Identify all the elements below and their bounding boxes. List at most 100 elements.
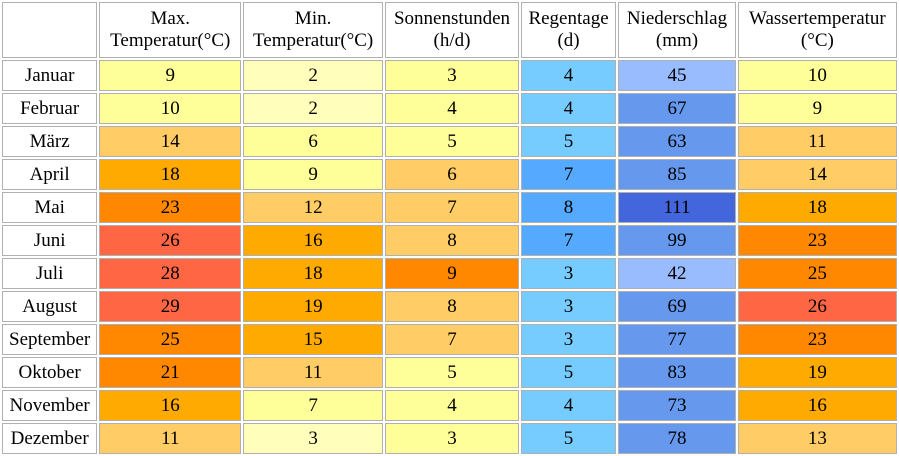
header-line1: Sonnenstunden [393,8,511,30]
max-temp-cell: 25 [99,324,242,355]
rain-days-cell: 8 [520,192,617,223]
rain-days-cell: 3 [520,258,617,289]
month-label: Januar [2,60,98,91]
water-temp-cell: 23 [737,225,897,256]
min-temp-cell: 11 [243,357,384,388]
rain-days-cell: 5 [520,423,617,454]
month-label: September [2,324,98,355]
header-sunshine: Sonnenstunden (h/d) [385,2,519,58]
table-row: Juni 26 16 8 7 99 23 [2,225,897,256]
max-temp-cell: 23 [99,192,242,223]
water-temp-cell: 26 [737,291,897,322]
sunshine-cell: 4 [385,93,519,124]
table-row: Februar 10 2 4 4 67 9 [2,93,897,124]
max-temp-cell: 26 [99,225,242,256]
sunshine-cell: 7 [385,192,519,223]
water-temp-cell: 25 [737,258,897,289]
min-temp-cell: 7 [243,390,384,421]
month-label: Februar [2,93,98,124]
water-temp-cell: 23 [737,324,897,355]
month-label: Juni [2,225,98,256]
header-rain-days: Regentage (d) [520,2,617,58]
header-line1: Niederschlag [626,8,728,30]
month-label: Mai [2,192,98,223]
min-temp-cell: 16 [243,225,384,256]
header-line2: Temperatur(°C) [253,30,374,51]
table-body: Januar 9 2 3 4 45 10 Februar 10 2 4 4 67 9 März 14 6 5 5 63… [2,60,897,454]
rain-days-cell: 7 [520,159,617,190]
month-label: August [2,291,98,322]
precipitation-cell: 77 [618,324,736,355]
header-line2: (d) [557,30,580,51]
rain-days-cell: 7 [520,225,617,256]
table-row: März 14 6 5 5 63 11 [2,126,897,157]
month-label: November [2,390,98,421]
precipitation-cell: 69 [618,291,736,322]
precipitation-cell: 73 [618,390,736,421]
water-temp-cell: 19 [737,357,897,388]
sunshine-cell: 3 [385,60,519,91]
table-row: Dezember 11 3 3 5 78 13 [2,423,897,454]
min-temp-cell: 2 [243,93,384,124]
water-temp-cell: 16 [737,390,897,421]
max-temp-cell: 28 [99,258,242,289]
water-temp-cell: 9 [737,93,897,124]
header-line1: Regentage [528,8,609,30]
max-temp-cell: 16 [99,390,242,421]
rain-days-cell: 3 [520,324,617,355]
water-temp-cell: 18 [737,192,897,223]
max-temp-cell: 21 [99,357,242,388]
min-temp-cell: 6 [243,126,384,157]
sunshine-cell: 8 [385,291,519,322]
month-label: April [2,159,98,190]
rain-days-cell: 5 [520,357,617,388]
min-temp-cell: 9 [243,159,384,190]
table-row: August 29 19 8 3 69 26 [2,291,897,322]
header-line2: (mm) [655,30,699,51]
rain-days-cell: 3 [520,291,617,322]
header-line2: (°C) [800,30,834,51]
month-label: Juli [2,258,98,289]
table-row: Mai 23 12 7 8 111 18 [2,192,897,223]
header-row: Max. Temperatur(°C) Min. Temperatur(°C) So… [2,2,897,58]
table-row: September 25 15 7 3 77 23 [2,324,897,355]
sunshine-cell: 5 [385,126,519,157]
precipitation-cell: 99 [618,225,736,256]
precipitation-cell: 85 [618,159,736,190]
min-temp-cell: 3 [243,423,384,454]
header-precipitation: Niederschlag (mm) [618,2,736,58]
corner-cell [2,2,98,58]
min-temp-cell: 18 [243,258,384,289]
water-temp-cell: 10 [737,60,897,91]
table-row: April 18 9 6 7 85 14 [2,159,897,190]
sunshine-cell: 7 [385,324,519,355]
rain-days-cell: 4 [520,93,617,124]
water-temp-cell: 13 [737,423,897,454]
max-temp-cell: 9 [99,60,242,91]
precipitation-cell: 42 [618,258,736,289]
max-temp-cell: 29 [99,291,242,322]
min-temp-cell: 12 [243,192,384,223]
sunshine-cell: 5 [385,357,519,388]
header-max-temp: Max. Temperatur(°C) [99,2,242,58]
min-temp-cell: 19 [243,291,384,322]
water-temp-cell: 14 [737,159,897,190]
precipitation-cell: 111 [618,192,736,223]
table-row: Oktober 21 11 5 5 83 19 [2,357,897,388]
precipitation-cell: 67 [618,93,736,124]
month-label: Oktober [2,357,98,388]
table-row: Januar 9 2 3 4 45 10 [2,60,897,91]
header-line2: (h/d) [433,30,471,51]
precipitation-cell: 78 [618,423,736,454]
header-line1: Min. [294,8,332,30]
month-label: März [2,126,98,157]
table-row: Juli 28 18 9 3 42 25 [2,258,897,289]
sunshine-cell: 6 [385,159,519,190]
max-temp-cell: 18 [99,159,242,190]
sunshine-cell: 8 [385,225,519,256]
header-line1: Wassertemperatur [749,8,886,30]
table-row: November 16 7 4 4 73 16 [2,390,897,421]
max-temp-cell: 11 [99,423,242,454]
sunshine-cell: 9 [385,258,519,289]
